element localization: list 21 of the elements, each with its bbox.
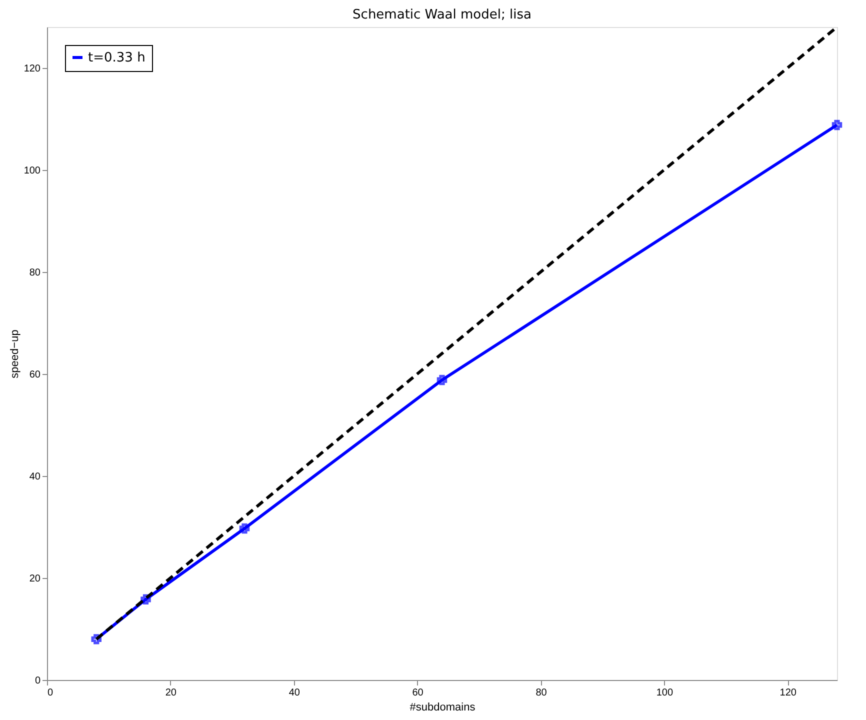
point (436, 374, 448, 386)
y-tick-label: 0 (34, 676, 41, 686)
y-tick-label: 40 (29, 471, 41, 482)
y-tick-label: 80 (29, 267, 41, 278)
x-axis-title: #subdomains (410, 702, 476, 714)
x-tick-label: 120 (780, 688, 797, 698)
y-tick-label: 100 (24, 165, 41, 176)
x-tick-label: 100 (656, 688, 674, 698)
y-tick-label: 20 (29, 573, 41, 584)
x-tick-label: 80 (536, 688, 548, 698)
chart-title: Schematic Waal model; lisa (352, 8, 532, 22)
legend-label: t=0.33 h (88, 50, 146, 66)
y-axis-title: speed−up (8, 330, 21, 378)
point (239, 523, 250, 534)
y-tick-label: 120 (24, 63, 41, 74)
x-tick-label: 0 (48, 688, 54, 698)
x-tick-label: 60 (412, 688, 424, 698)
x-tick-label: 40 (288, 688, 300, 698)
point (832, 120, 842, 130)
x-tick-label: 20 (165, 688, 177, 698)
y-tick-label: 60 (29, 369, 41, 380)
